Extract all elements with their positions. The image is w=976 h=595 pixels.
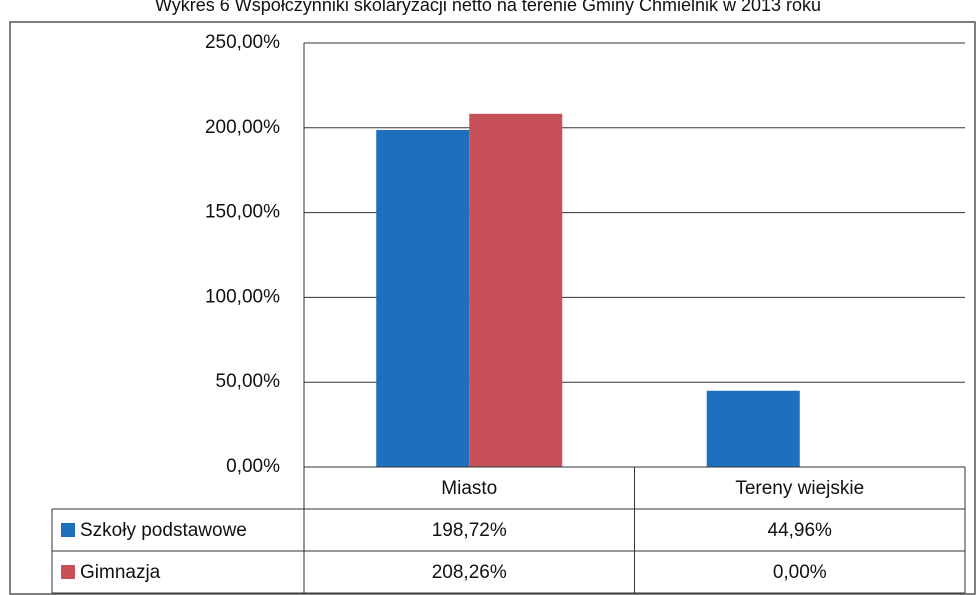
legend-swatch: [61, 523, 75, 537]
legend-label: Gimnazja: [80, 562, 161, 583]
x-tick-label: Miasto: [441, 478, 497, 499]
data-label: 198,72%: [432, 520, 507, 541]
y-tick-label: 150,00%: [205, 202, 280, 223]
y-tick-label: 200,00%: [205, 117, 280, 138]
legend-swatch: [61, 565, 75, 579]
data-label: 0,00%: [773, 562, 827, 583]
x-tick-label: Tereny wiejskie: [735, 478, 864, 499]
bar: [469, 113, 563, 467]
y-tick-label: 0,00%: [226, 456, 280, 477]
legend-label: Szkoły podstawowe: [80, 520, 247, 541]
bar: [376, 129, 470, 467]
y-tick-label: 100,00%: [205, 286, 280, 307]
data-label: 44,96%: [768, 520, 833, 541]
y-tick-label: 250,00%: [205, 32, 280, 53]
chart-border: [9, 21, 976, 595]
bar: [706, 390, 800, 467]
y-tick-label: 50,00%: [216, 371, 281, 392]
chart-title: Wykres 6 Współczynniki skolaryzacji nett…: [155, 0, 821, 15]
data-label: 208,26%: [432, 562, 507, 583]
